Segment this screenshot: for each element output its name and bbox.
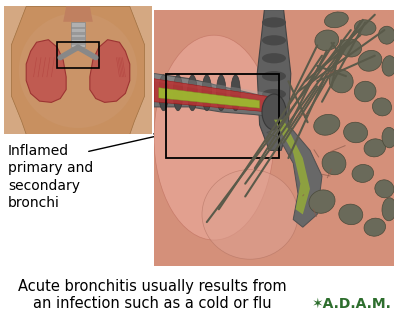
Polygon shape <box>11 6 145 134</box>
Ellipse shape <box>19 13 137 128</box>
Ellipse shape <box>340 39 362 57</box>
Ellipse shape <box>202 170 298 259</box>
Ellipse shape <box>262 17 286 28</box>
Text: Acute bronchitis usually results from: Acute bronchitis usually results from <box>18 279 286 294</box>
Bar <box>71 37 86 40</box>
Ellipse shape <box>309 190 335 213</box>
Ellipse shape <box>262 53 286 63</box>
Ellipse shape <box>159 75 168 111</box>
Polygon shape <box>257 10 291 150</box>
Polygon shape <box>274 120 310 214</box>
Ellipse shape <box>344 122 368 143</box>
Ellipse shape <box>378 26 395 44</box>
Text: an infection such as a cold or flu: an infection such as a cold or flu <box>33 296 271 311</box>
Text: Inflamed
primary and
secondary
bronchi: Inflamed primary and secondary bronchi <box>8 144 93 210</box>
Polygon shape <box>26 40 66 102</box>
Ellipse shape <box>231 75 240 111</box>
Ellipse shape <box>364 139 386 157</box>
Ellipse shape <box>352 164 374 182</box>
Ellipse shape <box>202 75 212 111</box>
Ellipse shape <box>354 20 376 35</box>
Ellipse shape <box>324 12 348 28</box>
Ellipse shape <box>262 71 286 81</box>
Polygon shape <box>267 125 322 227</box>
Ellipse shape <box>358 50 382 71</box>
Polygon shape <box>63 6 93 22</box>
Ellipse shape <box>329 70 353 93</box>
Ellipse shape <box>314 114 340 135</box>
Ellipse shape <box>154 35 274 240</box>
Ellipse shape <box>375 180 394 198</box>
Ellipse shape <box>372 98 392 116</box>
Ellipse shape <box>364 218 386 236</box>
Bar <box>166 74 279 158</box>
Ellipse shape <box>382 56 396 76</box>
Polygon shape <box>154 74 279 117</box>
Ellipse shape <box>354 81 376 102</box>
Ellipse shape <box>216 75 226 111</box>
Text: ✶A.D.A.M.: ✶A.D.A.M. <box>312 296 392 310</box>
Polygon shape <box>159 88 260 108</box>
Ellipse shape <box>173 75 183 111</box>
Ellipse shape <box>262 35 286 45</box>
Bar <box>71 22 86 47</box>
Ellipse shape <box>382 198 396 221</box>
Ellipse shape <box>382 127 396 148</box>
Ellipse shape <box>188 75 197 111</box>
Ellipse shape <box>262 94 286 130</box>
Bar <box>71 32 86 35</box>
Polygon shape <box>154 74 274 102</box>
Ellipse shape <box>262 89 286 99</box>
Polygon shape <box>90 40 130 102</box>
Polygon shape <box>154 79 269 112</box>
Bar <box>57 42 99 68</box>
Bar <box>71 42 86 45</box>
Ellipse shape <box>339 204 363 225</box>
Ellipse shape <box>315 30 339 51</box>
Ellipse shape <box>322 152 346 175</box>
Bar <box>71 27 86 29</box>
